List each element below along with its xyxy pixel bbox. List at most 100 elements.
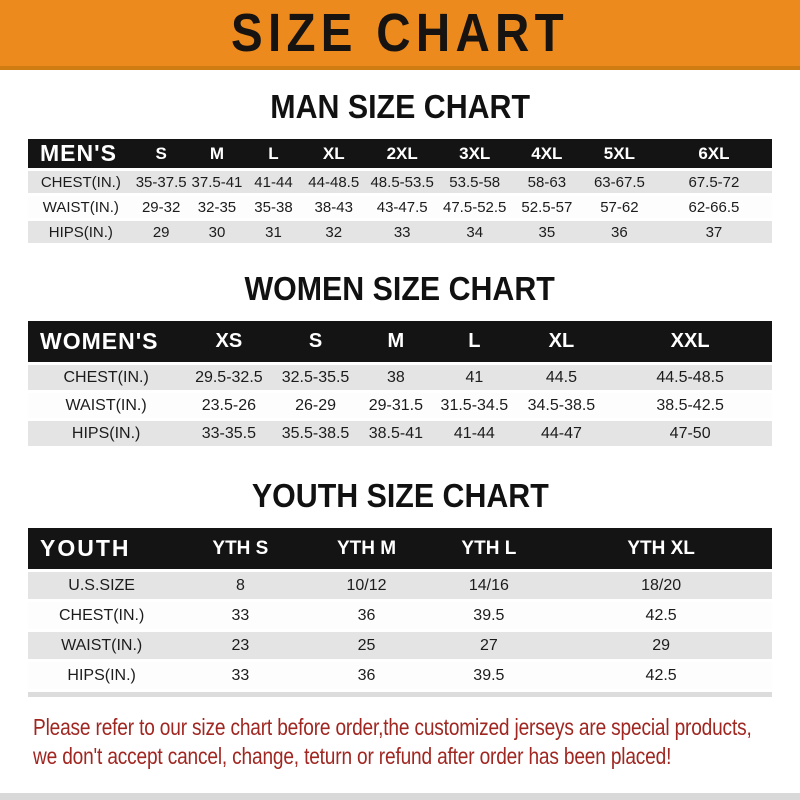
size-cell: 63-67.5: [582, 171, 656, 193]
column-header: XL: [301, 139, 366, 168]
column-header: S: [273, 321, 358, 362]
size-cell: 30: [188, 221, 246, 243]
size-cell: 43-47.5: [365, 196, 439, 218]
column-header: YTH XL: [550, 528, 772, 569]
bottom-edge-strip: [0, 793, 800, 800]
size-cell: 39.5: [427, 662, 551, 689]
size-cell: 33-35.5: [184, 421, 274, 446]
column-header: YTH M: [305, 528, 428, 569]
size-cell: 38.5-42.5: [608, 393, 772, 418]
size-cell: 23: [175, 632, 306, 659]
size-cell: 29.5-32.5: [184, 365, 274, 390]
size-cell: 47.5-52.5: [438, 196, 511, 218]
column-header: M: [357, 321, 435, 362]
size-cell: 39.5: [427, 602, 551, 629]
row-label: WAIST(IN.): [28, 393, 185, 418]
size-cell: 32-35: [188, 196, 246, 218]
size-cell: 44-48.5: [301, 171, 366, 193]
size-cell: 35.5-38.5: [273, 421, 358, 446]
table-bottom-divider: [28, 692, 772, 697]
size-cell: 36: [305, 602, 428, 629]
row-label: CHEST(IN.): [28, 171, 134, 193]
size-cell: 58-63: [510, 171, 583, 193]
table-row: WAIST(IN.) 29-32 32-35 35-38 38-43 43-47…: [28, 196, 772, 218]
table-row: WAIST(IN.) 23.5-26 26-29 29-31.5 31.5-34…: [28, 393, 772, 418]
size-cell: 34.5-38.5: [514, 393, 609, 418]
size-cell: 27: [427, 632, 551, 659]
row-label: CHEST(IN.): [28, 602, 176, 629]
row-label: U.S.SIZE: [28, 572, 176, 599]
women-size-table: WOMEN'S XS S M L XL XXL CHEST(IN.) 29.5-…: [28, 318, 772, 449]
size-cell: 32: [301, 221, 366, 243]
row-label: HIPS(IN.): [28, 421, 185, 446]
size-cell: 62-66.5: [655, 196, 772, 218]
women-section-title: WOMEN SIZE CHART: [0, 270, 800, 308]
column-header: XXL: [608, 321, 772, 362]
men-table-label: MEN'S: [28, 139, 134, 168]
size-cell: 8: [175, 572, 306, 599]
man-section-title: MAN SIZE CHART: [0, 88, 800, 126]
size-cell: 31: [245, 221, 302, 243]
footer-disclaimer: Please refer to our size chart before or…: [0, 713, 800, 771]
size-cell: 35: [510, 221, 583, 243]
size-cell: 38.5-41: [357, 421, 435, 446]
size-cell: 14/16: [427, 572, 551, 599]
size-cell: 33: [175, 602, 306, 629]
size-cell: 38: [357, 365, 435, 390]
size-cell: 53.5-58: [438, 171, 511, 193]
size-cell: 31.5-34.5: [434, 393, 515, 418]
size-cell: 29-31.5: [357, 393, 435, 418]
size-cell: 32.5-35.5: [273, 365, 358, 390]
size-cell: 23.5-26: [184, 393, 274, 418]
column-header: 5XL: [582, 139, 656, 168]
youth-size-table: YOUTH YTH S YTH M YTH L YTH XL U.S.SIZE …: [28, 525, 772, 692]
section-man-size-chart: MAN SIZE CHART MEN'S S M L XL 2XL 3XL 4X…: [0, 88, 800, 246]
column-header: L: [245, 139, 302, 168]
size-cell: 18/20: [550, 572, 772, 599]
size-cell: 33: [175, 662, 306, 689]
size-cell: 36: [582, 221, 656, 243]
table-row: HIPS(IN.) 29 30 31 32 33 34 35 36 37: [28, 221, 772, 243]
table-row: HIPS(IN.) 33-35.5 35.5-38.5 38.5-41 41-4…: [28, 421, 772, 446]
size-cell: 29: [550, 632, 772, 659]
row-label: HIPS(IN.): [28, 662, 176, 689]
table-row: CHEST(IN.) 35-37.5 37.5-41 41-44 44-48.5…: [28, 171, 772, 193]
size-cell: 41: [434, 365, 515, 390]
size-cell: 47-50: [608, 421, 772, 446]
size-cell: 38-43: [301, 196, 366, 218]
youth-header-row: YOUTH YTH S YTH M YTH L YTH XL: [28, 528, 772, 569]
table-row: U.S.SIZE 8 10/12 14/16 18/20: [28, 572, 772, 599]
women-section-title-text: WOMEN SIZE CHART: [244, 270, 556, 307]
size-cell: 41-44: [434, 421, 515, 446]
size-cell: 10/12: [305, 572, 428, 599]
size-cell: 44.5: [514, 365, 609, 390]
man-section-title-text: MAN SIZE CHART: [270, 88, 530, 125]
column-header: M: [188, 139, 246, 168]
table-row: HIPS(IN.) 33 36 39.5 42.5: [28, 662, 772, 689]
size-cell: 44-47: [514, 421, 609, 446]
column-header: 3XL: [438, 139, 511, 168]
size-cell: 41-44: [245, 171, 302, 193]
banner-title: SIZE CHART: [231, 3, 569, 63]
row-label: CHEST(IN.): [28, 365, 185, 390]
row-label: WAIST(IN.): [28, 632, 176, 659]
size-cell: 44.5-48.5: [608, 365, 772, 390]
size-cell: 37: [655, 221, 772, 243]
size-cell: 42.5: [550, 662, 772, 689]
section-women-size-chart: WOMEN SIZE CHART WOMEN'S XS S M L XL XXL: [0, 270, 800, 449]
table-row: WAIST(IN.) 23 25 27 29: [28, 632, 772, 659]
disclaimer-line-2: we don't accept cancel, change, teturn o…: [33, 743, 672, 769]
table-row: CHEST(IN.) 29.5-32.5 32.5-35.5 38 41 44.…: [28, 365, 772, 390]
size-cell: 34: [438, 221, 511, 243]
size-cell: 42.5: [550, 602, 772, 629]
column-header: 4XL: [510, 139, 583, 168]
banner: SIZE CHART: [0, 0, 800, 70]
column-header: 6XL: [655, 139, 772, 168]
table-row: CHEST(IN.) 33 36 39.5 42.5: [28, 602, 772, 629]
row-label: HIPS(IN.): [28, 221, 134, 243]
men-size-table: MEN'S S M L XL 2XL 3XL 4XL 5XL 6XL CHEST…: [28, 136, 772, 246]
column-header: 2XL: [365, 139, 439, 168]
women-table-label: WOMEN'S: [28, 321, 185, 362]
size-cell: 33: [365, 221, 439, 243]
size-cell: 36: [305, 662, 428, 689]
